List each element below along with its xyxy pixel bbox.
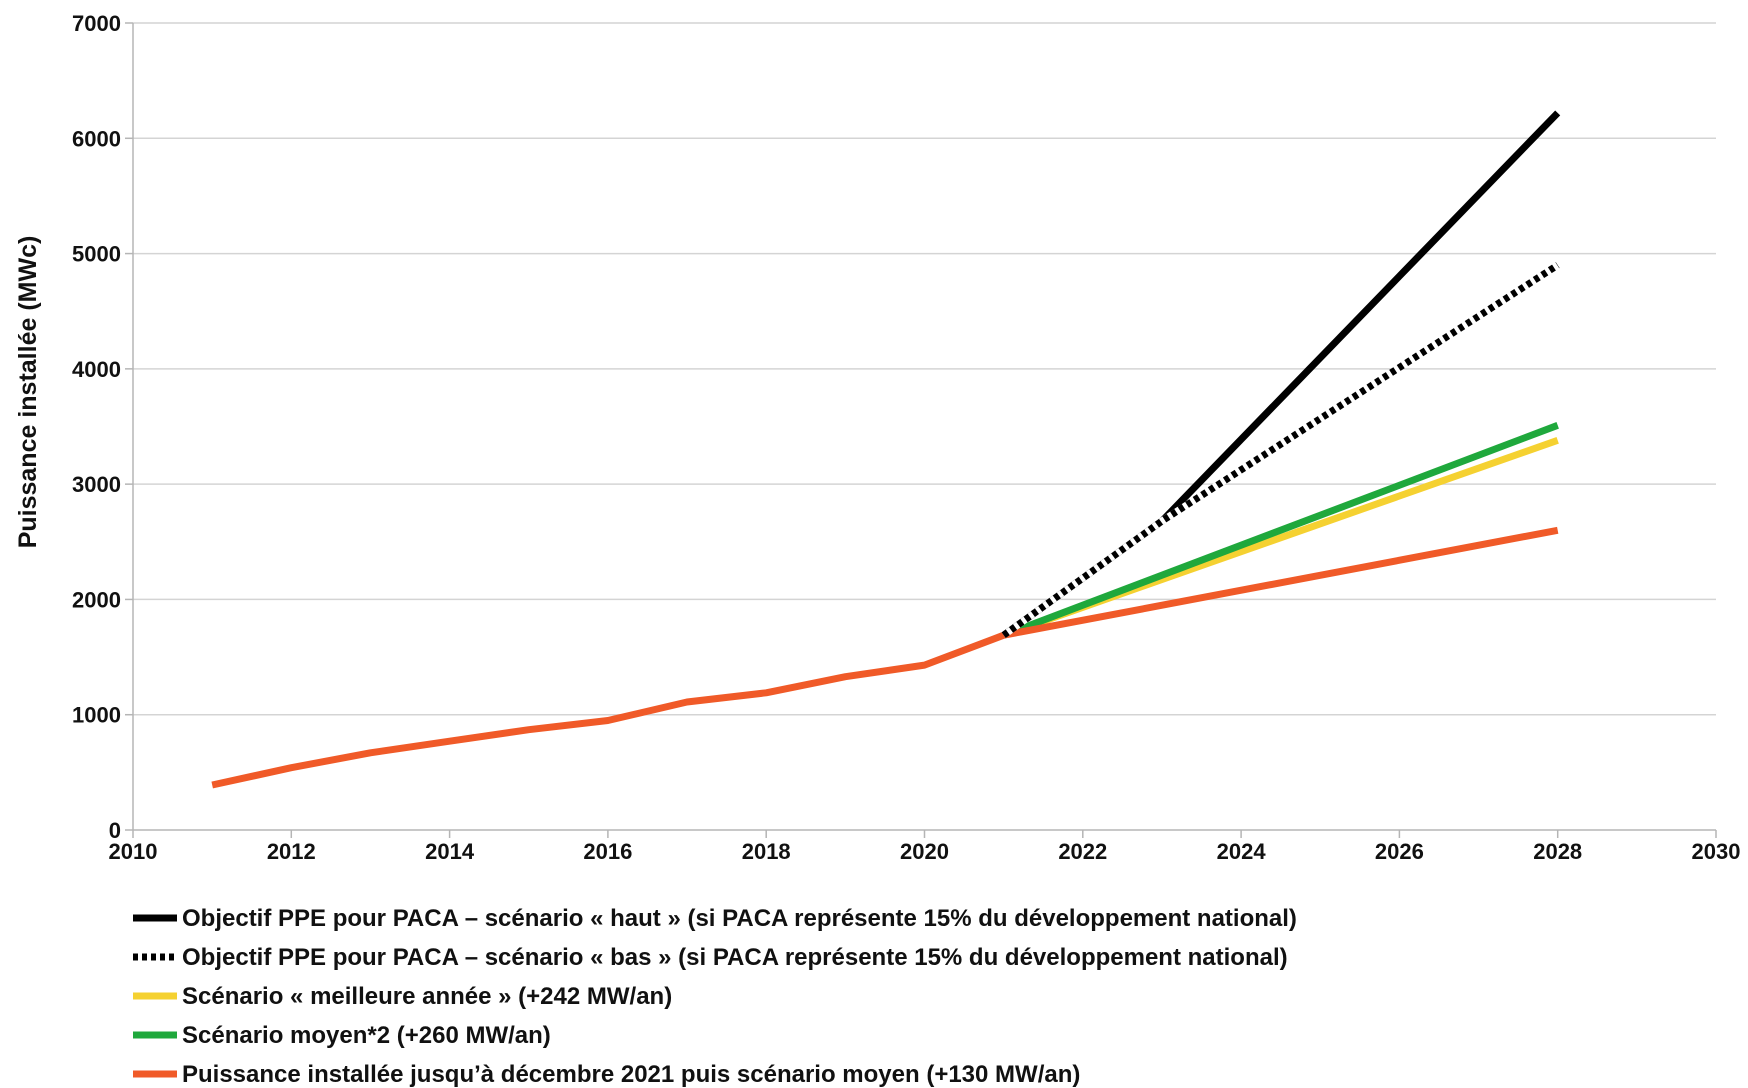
- x-tick-label: 2024: [1217, 839, 1267, 864]
- y-axis-title: Puissance installée (MWc): [14, 236, 42, 549]
- gridlines: [133, 22, 1716, 716]
- legend-label-3: Scénario « meilleure année » (+242 MW/an…: [182, 983, 672, 1010]
- legend: Objectif PPE pour PACA – scénario « haut…: [133, 905, 1297, 1088]
- y-tick-label: 0: [109, 818, 121, 843]
- series-lines: [211, 110, 1561, 789]
- x-tick-label: 2020: [900, 839, 949, 864]
- legend-label-5: Puissance installée jusqu’à décembre 202…: [182, 1061, 1080, 1088]
- x-tick-label: 2016: [583, 839, 632, 864]
- x-tick-label: 2018: [742, 839, 791, 864]
- legend-label-2: Objectif PPE pour PACA – scénario « bas …: [182, 944, 1288, 971]
- series-line-2: [1001, 262, 1560, 639]
- y-tick-label: 2000: [72, 587, 121, 612]
- x-tick-label: 2022: [1058, 839, 1107, 864]
- y-tick-label: 7000: [72, 11, 121, 36]
- series-line-1: [1001, 110, 1561, 639]
- legend-label-4: Scénario moyen*2 (+260 MW/an): [182, 1022, 551, 1049]
- x-tick-label: 2028: [1533, 839, 1582, 864]
- x-tick-label: 2030: [1692, 839, 1741, 864]
- x-tick-label: 2026: [1375, 839, 1424, 864]
- y-tick-label: 5000: [72, 242, 121, 267]
- legend-label-1: Objectif PPE pour PACA – scénario « haut…: [182, 905, 1297, 932]
- series-line-4: [1002, 422, 1559, 639]
- x-tick-label: 2010: [109, 839, 158, 864]
- y-tick-label: 1000: [72, 703, 121, 728]
- x-tick-label: 2014: [425, 839, 475, 864]
- series-line-5: [211, 526, 1559, 789]
- y-tick-label: 6000: [72, 126, 121, 151]
- x-tick-label: 2012: [267, 839, 316, 864]
- axes: 0 1000 2000 3000 4000 5000 6000 7000 2010 2012 201…: [72, 11, 1740, 864]
- y-tick-label: 3000: [72, 472, 121, 497]
- y-tick-label: 4000: [72, 357, 121, 382]
